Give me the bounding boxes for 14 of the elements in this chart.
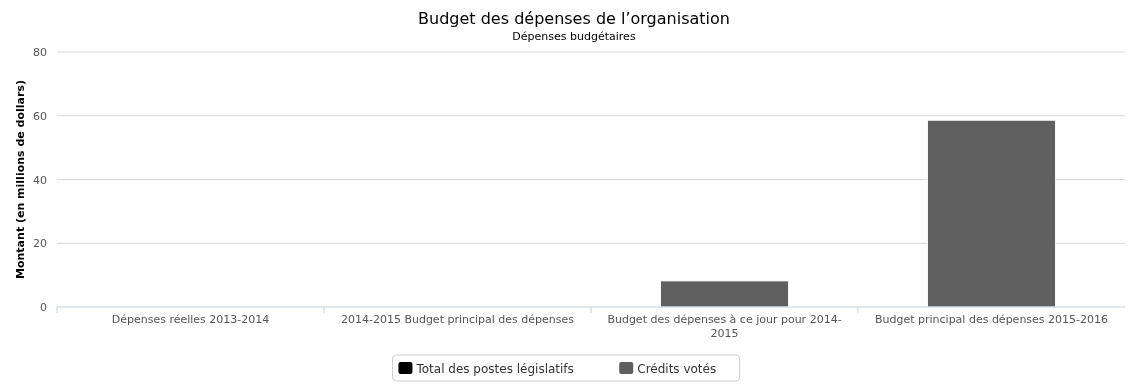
chart-subtitle: Dépenses budgétaires [512, 30, 636, 43]
x-tick-label: Dépenses réelles 2013-2014 [111, 313, 270, 326]
y-tick-label: 80 [33, 46, 47, 59]
x-tick-label: Budget des dépenses à ce jour pour 2014-2015 [607, 313, 842, 340]
legend-label: Total des postes législatifs [415, 362, 574, 376]
legend-label: Crédits votés [637, 362, 717, 376]
y-tick-label: 0 [40, 301, 47, 314]
x-tick-label: 2014-2015 Budget principal des dépenses [340, 313, 575, 326]
chart-title: Budget des dépenses de l’organisation [418, 9, 730, 28]
y-tick-label: 40 [33, 173, 47, 187]
x-tick-label: Budget principal des dépenses 2015-2016 [874, 313, 1109, 326]
y-tick-label: 60 [33, 109, 47, 123]
y-tick-label: 20 [33, 237, 47, 251]
y-axis-title: Montant (en millions de dollars) [14, 80, 27, 279]
